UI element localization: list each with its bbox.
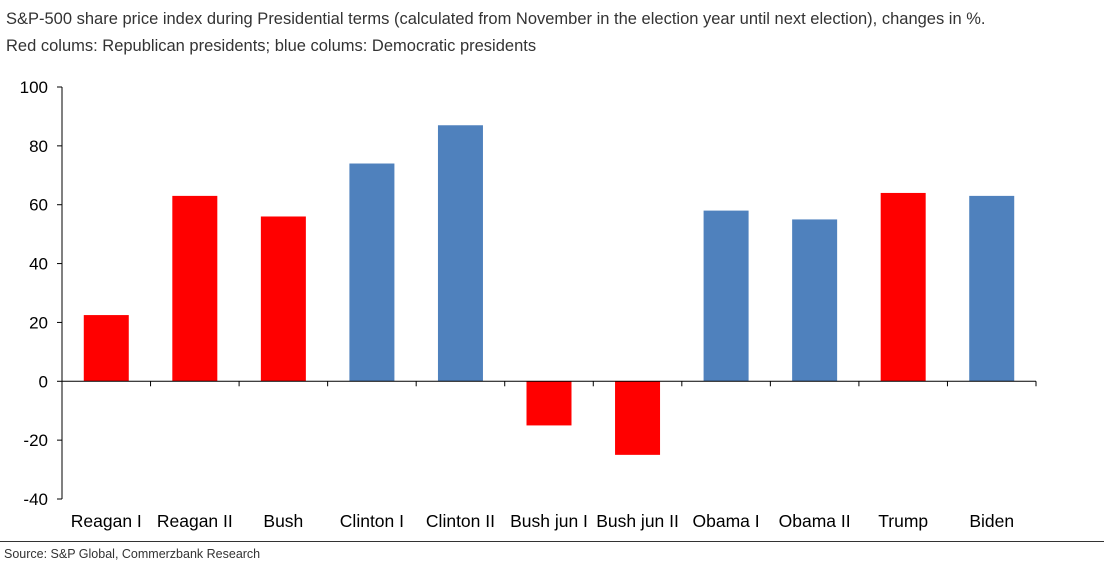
bar-obama-i [703,210,749,382]
x-tick-label: Bush jun II [596,511,679,531]
bar-clinton-i [349,163,395,382]
y-tick-label: 40 [29,255,48,274]
x-tick-label: Reagan II [157,511,233,531]
y-tick-label: 100 [20,78,48,97]
y-tick-label: 60 [29,196,48,215]
axes-group [61,87,1037,499]
bar-reagan-i [83,315,129,382]
x-axis-labels: Reagan I Reagan II Bush Clinton I Clinton II… [71,511,1014,531]
y-axis-ticks: 100 80 60 40 20 0 -20 -40 [20,78,62,509]
x-tick-label: Reagan I [71,511,142,531]
x-tick-label: Trump [878,511,928,531]
chart-title: S&P-500 share price index during Preside… [6,10,986,28]
source-divider [0,541,1104,542]
bars-group [83,125,1015,455]
x-tick-label: Obama I [693,511,760,531]
source-note: Source: S&P Global, Commerzbank Research [4,547,261,561]
bar-trump [880,192,926,382]
x-tick-label: Obama II [779,511,851,531]
x-tick-label: Clinton II [426,511,495,531]
x-tick-label: Biden [969,511,1014,531]
y-tick-label: 20 [29,313,48,332]
bar-reagan-ii [172,195,218,382]
x-tick-label: Bush jun I [510,511,588,531]
bar-clinton-ii [437,125,483,382]
bar-bush-jun-ii [615,381,661,455]
x-tick-label: Bush [263,511,303,531]
y-tick-label: -40 [23,490,48,509]
chart-header: S&P-500 share price index during Preside… [6,6,1109,60]
bar-bush [260,216,306,382]
bar-biden [969,195,1015,382]
y-tick-label: 0 [39,372,48,391]
y-tick-label: -20 [23,431,48,450]
y-tick-label: 80 [29,137,48,156]
bar-obama-ii [792,219,838,382]
chart-subtitle: Red colums: Republican presidents; blue … [6,37,537,55]
x-tick-label: Clinton I [340,511,404,531]
bar-bush-jun-i [526,381,572,426]
